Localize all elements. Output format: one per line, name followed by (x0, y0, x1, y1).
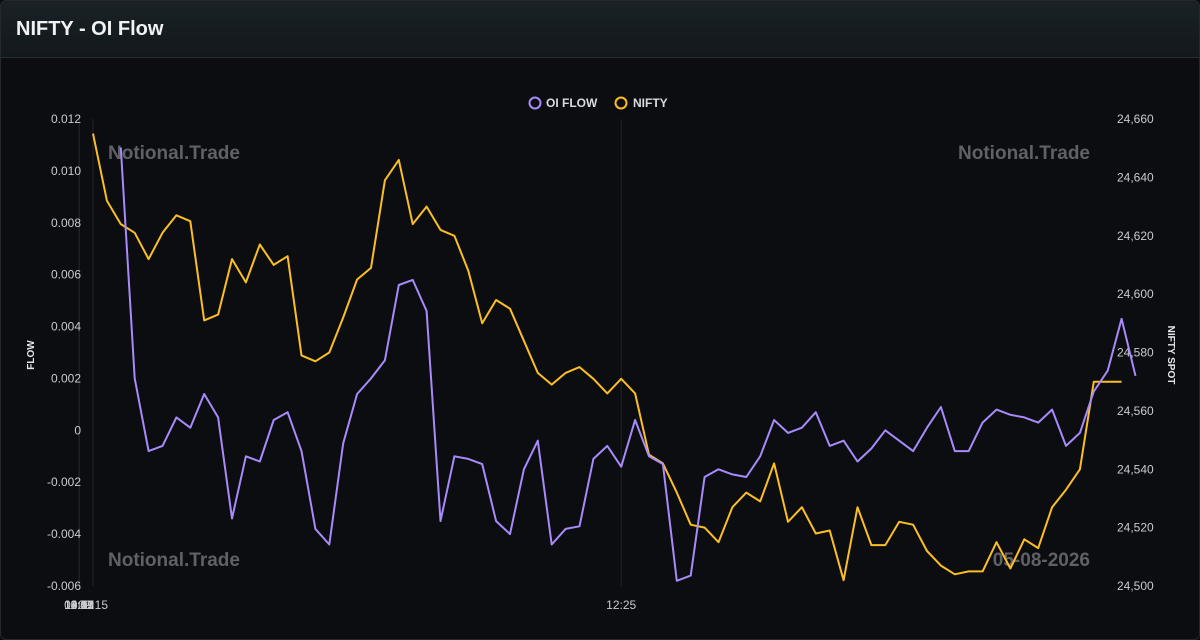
oi-flow-chart: Notional.Trade Notional.Trade Notional.T… (26, 96, 1176, 612)
y-axis-left-title: FLOW (26, 340, 37, 370)
legend-item-oi-flow[interactable]: OI FLOW (528, 96, 598, 110)
y-left-tick-label: 0.006 (51, 268, 81, 282)
legend-label-oi-flow: OI FLOW (546, 96, 598, 110)
y-right-tick-label: 24,660 (1117, 112, 1154, 126)
legend-swatch-nifty (614, 96, 628, 110)
watermark-date: 05-08-2026 (993, 550, 1090, 571)
x-tick-label: 14:19 (64, 598, 94, 612)
y-left-tick-label: 0.008 (51, 216, 81, 230)
y-left-tick-label: 0.002 (51, 371, 81, 385)
window-header: NIFTY - OI Flow (1, 1, 1199, 58)
y-left-tick-label: 0 (74, 423, 81, 437)
x-tick-label: 09:53 (64, 598, 94, 612)
x-tick-label: 13:03 (64, 598, 94, 612)
watermark-top-left: Notional.Trade (108, 143, 240, 164)
legend-swatch-oi-flow (528, 96, 542, 110)
y-right-tick-label: 24,600 (1117, 287, 1154, 301)
x-tick-label: 13:41 (64, 598, 94, 612)
watermark-top-right: Notional.Trade (958, 143, 1090, 164)
y-right-tick-label: 24,560 (1117, 404, 1154, 418)
y-right-tick-label: 24,620 (1117, 229, 1154, 243)
y-right-tick-label: 24,580 (1117, 346, 1154, 360)
x-tick-label: 14:57 (64, 598, 94, 612)
y-axis-right-title: NIFTY SPOT (1165, 326, 1176, 385)
y-right-tick-label: 24,640 (1117, 170, 1154, 184)
grid-lines (78, 119, 622, 586)
y-right-tick-label: 24,500 (1117, 579, 1154, 593)
x-tick-label: 11:47 (65, 598, 94, 612)
watermark-bottom-left: Notional.Trade (108, 550, 240, 571)
x-tick-label: 09:15 (78, 598, 108, 612)
y-right-tick-label: 24,540 (1117, 462, 1154, 476)
x-tick-label: 10:31 (64, 598, 94, 612)
y-left-tick-label: 0.010 (51, 164, 81, 178)
window-title: NIFTY - OI Flow (16, 18, 164, 40)
y-left-tick-label: -0.006 (47, 579, 81, 593)
y-left-tick-label: -0.002 (47, 475, 81, 489)
y-left-tick-label: 0.004 (51, 320, 81, 334)
legend[interactable]: OI FLOW NIFTY (528, 96, 668, 110)
y-left-tick-label: -0.004 (47, 527, 81, 541)
y-axis-left-ticks: 0.012 0.010 0.008 0.006 0.004 0.002 0 -0.002 -0.… (47, 112, 81, 593)
x-tick-label: 12:25 (606, 598, 636, 612)
y-right-tick-label: 24,520 (1117, 521, 1154, 535)
legend-item-nifty[interactable]: NIFTY (614, 96, 668, 110)
y-left-tick-label: 0.012 (51, 112, 81, 126)
series-line-nifty (92, 133, 1122, 582)
series-line-oi-flow (119, 147, 1137, 582)
y-axis-right-ticks: 24,660 24,640 24,620 24,600 24,580 24,560 24,5… (1117, 112, 1154, 593)
x-tick-label: 11:09 (65, 598, 94, 612)
legend-label-nifty: NIFTY (633, 96, 668, 110)
